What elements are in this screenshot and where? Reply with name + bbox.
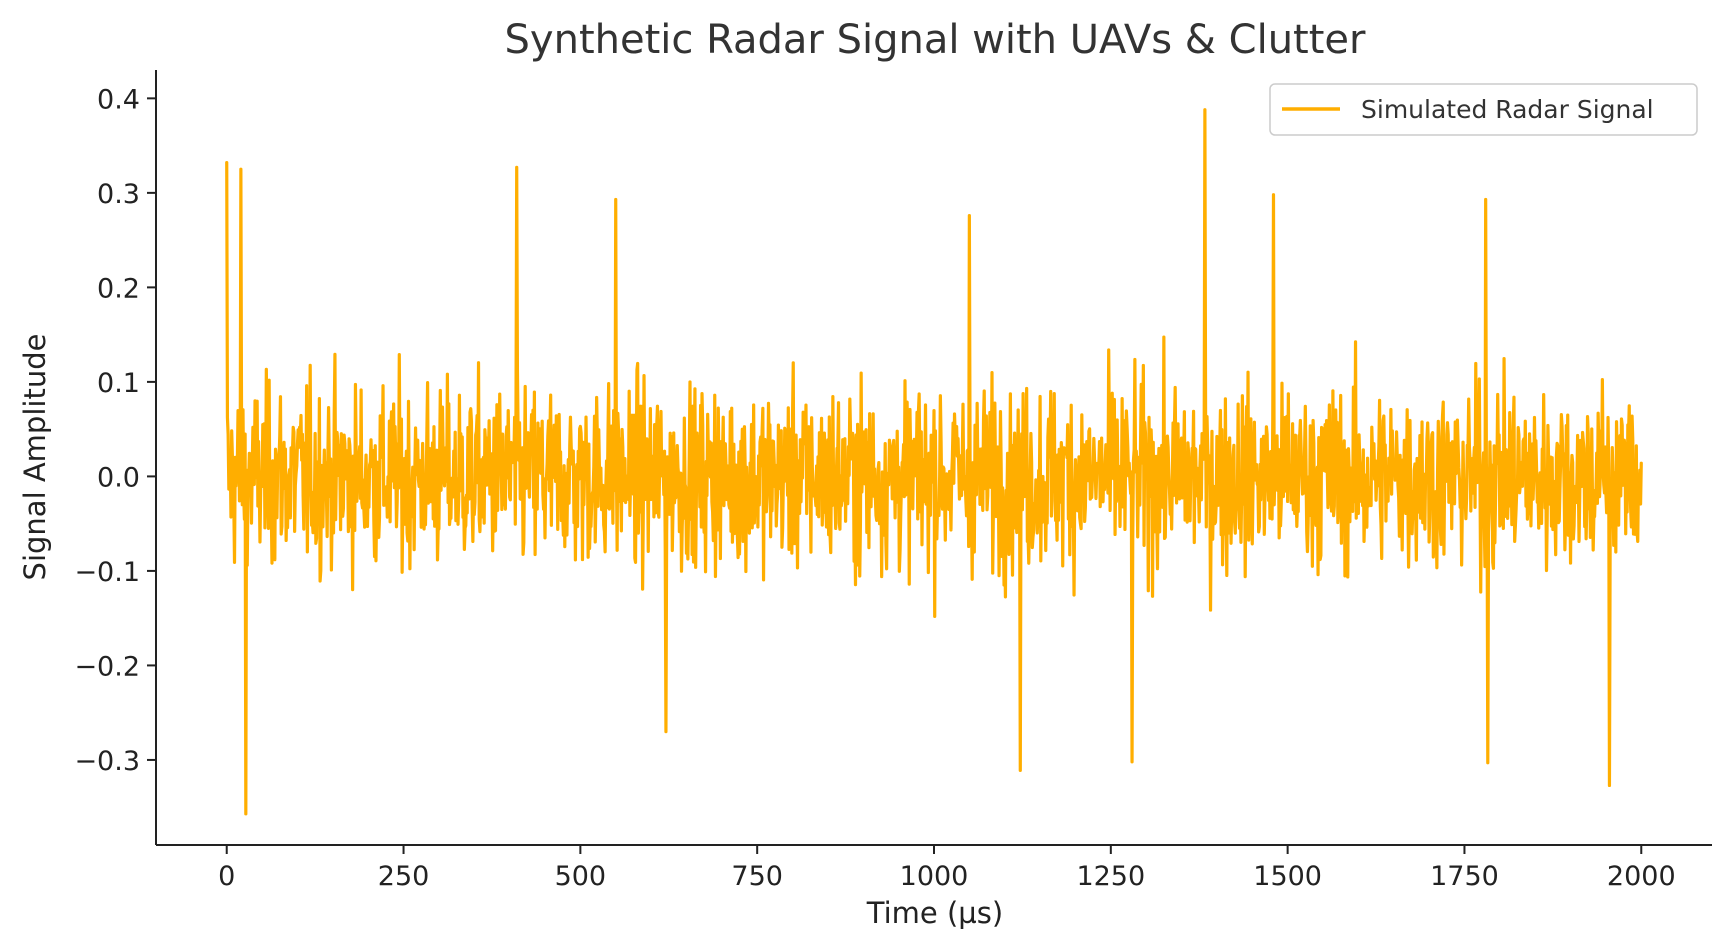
x-tick-label: 2000 (1607, 861, 1676, 892)
x-tick-label: 1000 (900, 861, 969, 892)
x-ticks: 0 250 500 750 1000 1250 1500 1750 2000 (218, 845, 1676, 892)
y-tick-label: 0.3 (97, 179, 140, 210)
x-tick-label: 750 (731, 861, 783, 892)
y-tick-label: −0.1 (74, 557, 140, 588)
legend-box (1269, 83, 1698, 136)
legend-label: Simulated Radar Signal (1361, 95, 1654, 124)
y-tick-label: −0.2 (74, 651, 140, 682)
y-tick-label: 0.2 (97, 273, 140, 304)
x-tick-label: 250 (378, 861, 430, 892)
y-tick-label: 0.4 (97, 84, 140, 115)
y-axis-label: Signal Amplitude (18, 334, 52, 581)
y-tick-label: 0.0 (97, 462, 140, 493)
y-tick-label: 0.1 (97, 368, 140, 399)
signal-line (225, 108, 1643, 816)
x-tick-label: 1500 (1253, 861, 1322, 892)
chart-title: Synthetic Radar Signal with UAVs & Clutt… (505, 17, 1366, 63)
x-axis-label: Time (µs) (866, 896, 1003, 930)
legend: Simulated Radar Signal (1269, 83, 1698, 136)
y-tick-label: −0.3 (74, 746, 140, 777)
x-tick-label: 0 (218, 861, 235, 892)
y-ticks: −0.3 −0.2 −0.1 0.0 0.1 0.2 0.3 0.4 (74, 84, 156, 777)
x-tick-label: 1250 (1076, 861, 1145, 892)
x-tick-label: 1750 (1430, 861, 1499, 892)
x-tick-label: 500 (555, 861, 607, 892)
